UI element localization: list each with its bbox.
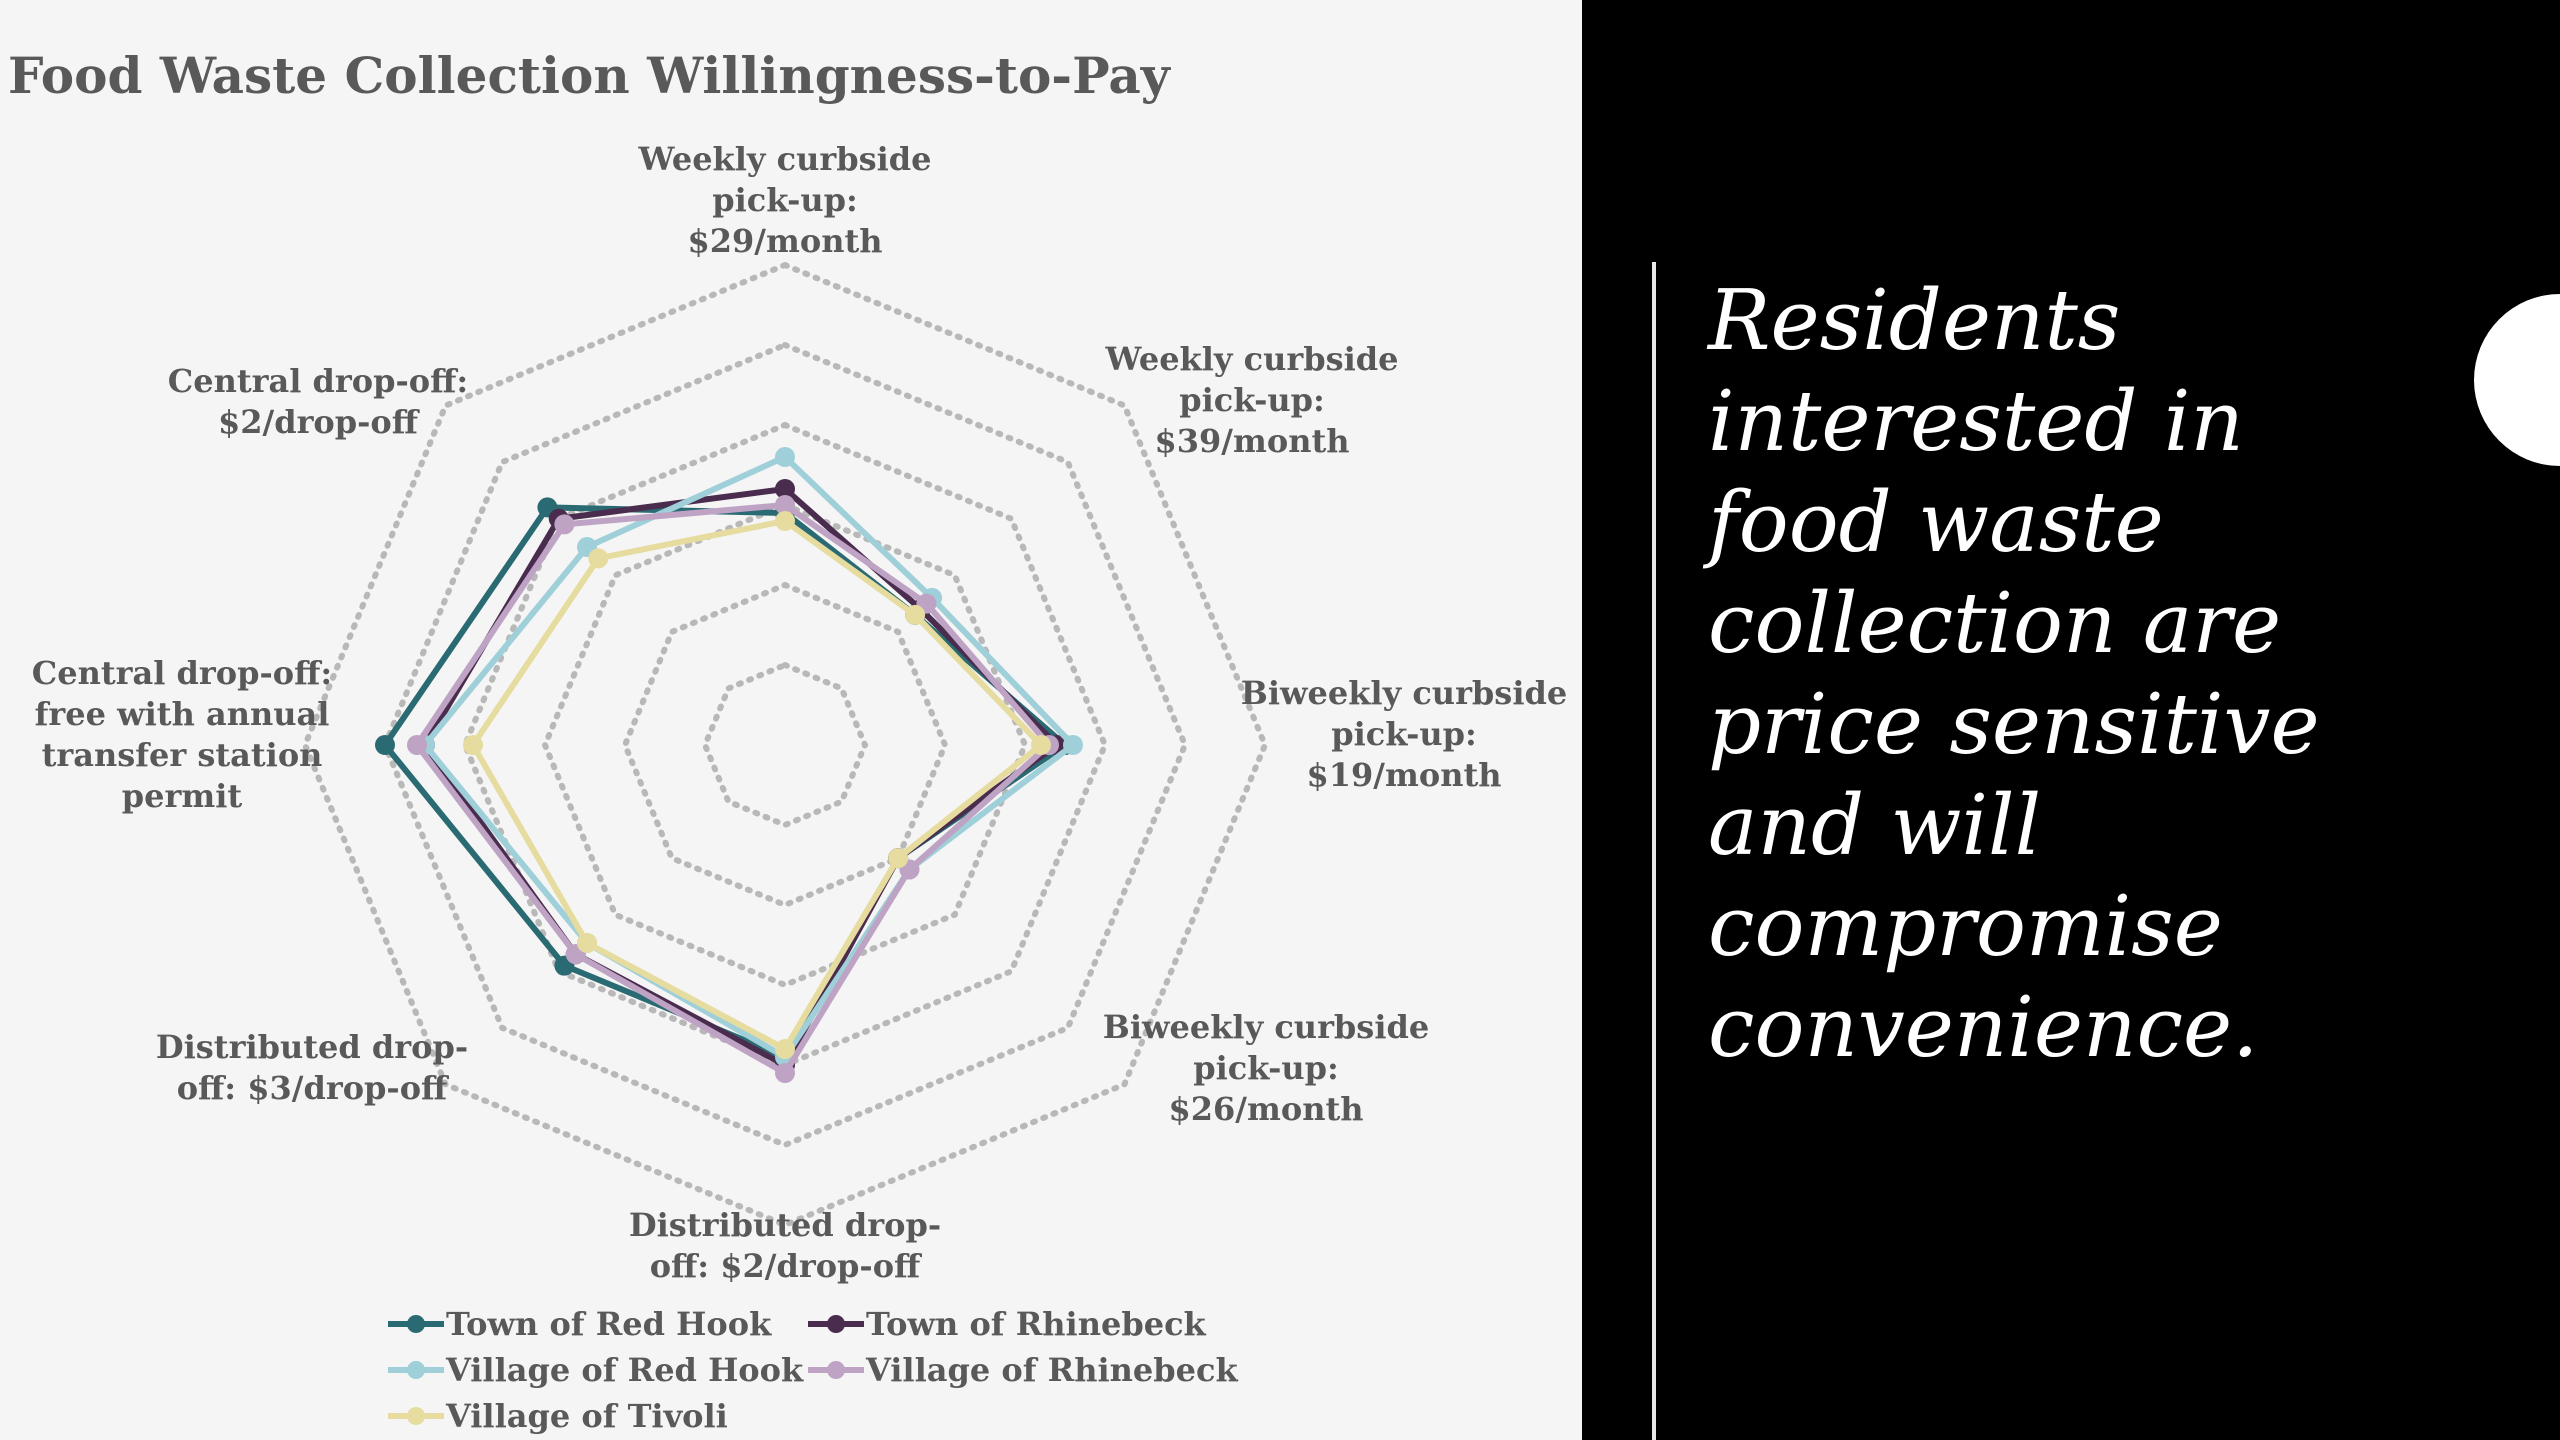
data-point xyxy=(375,735,395,755)
axis-label-line: off: $2/drop-off xyxy=(650,1247,922,1285)
axis-label-line: pick-up: xyxy=(1331,715,1477,753)
legend-item: Town of Rhinebeck xyxy=(808,1305,1207,1343)
quote-panel xyxy=(1582,0,2560,1440)
quote-line: and will xyxy=(1708,777,2042,874)
data-point xyxy=(775,511,795,531)
data-point xyxy=(1031,735,1051,755)
data-point xyxy=(775,1039,795,1059)
axis-label: Biweekly curbside pick-up: $26/month xyxy=(1103,1008,1429,1128)
grid-ring xyxy=(541,501,1029,989)
legend-marker xyxy=(827,1315,845,1333)
data-point xyxy=(905,604,926,625)
data-point xyxy=(775,479,795,499)
data-point xyxy=(775,447,795,467)
radar-series xyxy=(375,447,1083,1083)
axis-label-line: $29/month xyxy=(688,222,883,260)
axis-label-line: Weekly curbside xyxy=(638,140,932,178)
grid-ring xyxy=(701,661,869,829)
axis-label-line: pick-up: xyxy=(1193,1049,1339,1087)
axis-label-line: Biweekly curbside xyxy=(1241,674,1567,712)
legend-label: Town of Red Hook xyxy=(446,1305,772,1343)
legend-label: Town of Rhinebeck xyxy=(866,1305,1207,1343)
axis-label-line: permit xyxy=(122,777,243,815)
axis-label: Weekly curbside pick-up: $39/month xyxy=(1105,340,1399,460)
chart-title: Food Waste Collection Willingness-to-Pay xyxy=(8,46,1170,105)
axis-label: Central drop-off: free with annual transfe… xyxy=(32,654,332,815)
legend-label: Village of Rhinebeck xyxy=(865,1351,1238,1389)
axis-label-line: free with annual xyxy=(35,695,330,733)
data-point xyxy=(554,514,575,535)
axis-label-line: $39/month xyxy=(1155,422,1350,460)
axis-label: Distributed drop-off: $3/drop-off xyxy=(156,1028,468,1107)
chart-panel xyxy=(0,0,1582,1440)
data-point xyxy=(888,848,909,869)
data-point xyxy=(463,735,483,755)
data-point xyxy=(407,735,427,755)
legend-marker xyxy=(407,1361,425,1379)
series-line xyxy=(422,486,1060,1068)
axis-label-line: Distributed drop- xyxy=(156,1028,468,1066)
series-village-of-tivoli xyxy=(463,511,1051,1059)
data-point xyxy=(588,548,609,569)
axis-label-line: Central drop-off: xyxy=(168,362,468,400)
axis-label-line: pick-up: xyxy=(712,181,858,219)
series-village-of-rhinebeck xyxy=(407,495,1059,1083)
series-town-of-rhinebeck xyxy=(415,479,1067,1075)
quote-line: food waste xyxy=(1708,474,2164,571)
quote-line: interested in xyxy=(1708,373,2244,470)
quote-text: Residents interested in food waste collecti… xyxy=(1708,270,2468,1078)
axis-label: Biweekly curbside pick-up: $19/month xyxy=(1241,674,1567,794)
data-point xyxy=(577,932,598,953)
axis-label: Distributed drop-off: $2/drop-off xyxy=(629,1206,941,1285)
data-point xyxy=(1063,735,1083,755)
axis-label-line: off: $3/drop-off xyxy=(177,1069,449,1107)
legend-label: Village of Red Hook xyxy=(445,1351,804,1389)
legend-item: Village of Rhinebeck xyxy=(808,1351,1238,1389)
axis-label-line: transfer station xyxy=(42,736,323,774)
series-line xyxy=(414,502,1052,1076)
legend-marker xyxy=(407,1315,425,1333)
axis-label-line: $26/month xyxy=(1169,1090,1364,1128)
vertical-divider xyxy=(1652,262,1656,1440)
quote-line: collection are xyxy=(1708,575,2282,672)
legend-item: Village of Red Hook xyxy=(388,1351,804,1389)
axis-label: Weekly curbside pick-up: $29/month xyxy=(638,140,932,260)
legend-item: Village of Tivoli xyxy=(388,1397,728,1435)
legend-label: Village of Tivoli xyxy=(445,1397,728,1435)
legend: Town of Red Hook Town of Rhinebeck Village… xyxy=(388,1305,1238,1435)
axis-label-line: Weekly curbside xyxy=(1105,340,1399,378)
quote-line: convenience. xyxy=(1708,979,2259,1076)
grid-ring xyxy=(381,341,1189,1149)
grid-ring xyxy=(621,581,949,909)
data-point xyxy=(775,495,795,515)
series-village-of-red-hook xyxy=(415,447,1083,1067)
legend-marker xyxy=(407,1407,425,1425)
legend-item: Town of Red Hook xyxy=(388,1305,772,1343)
axis-label-line: Biweekly curbside xyxy=(1103,1008,1429,1046)
axis-label-line: Distributed drop- xyxy=(629,1206,941,1244)
legend-marker xyxy=(827,1361,845,1379)
data-point xyxy=(775,1063,795,1083)
axis-label-line: Central drop-off: xyxy=(32,654,332,692)
axis-label-line: pick-up: xyxy=(1179,381,1325,419)
axis-label-line: $2/drop-off xyxy=(218,403,420,441)
axis-label: Central drop-off: $2/drop-off xyxy=(168,362,468,441)
quote-line: Residents xyxy=(1708,272,2121,369)
axis-label-line: $19/month xyxy=(1307,756,1502,794)
quote-line: price sensitive xyxy=(1708,676,2320,773)
quote-line: compromise xyxy=(1708,878,2223,975)
